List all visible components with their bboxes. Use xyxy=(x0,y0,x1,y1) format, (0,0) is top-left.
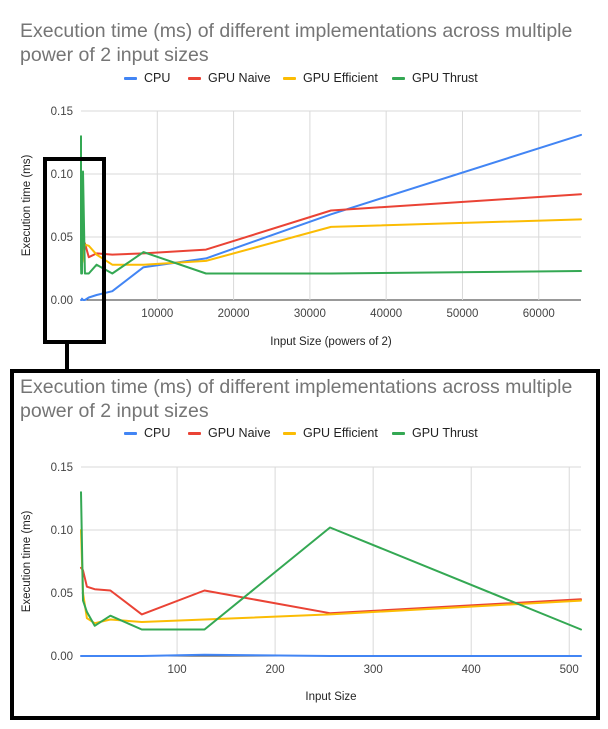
legend-item-cpu: CPU xyxy=(124,426,170,440)
legend-swatch xyxy=(188,76,201,80)
series-line-gpu-naive xyxy=(80,566,582,616)
legend-label: GPU Naive xyxy=(208,71,271,85)
legend-item-gpu-efficient: GPU Efficient xyxy=(283,71,378,85)
legend-swatch xyxy=(188,431,201,435)
y-tick-label: 0.00 xyxy=(51,295,73,307)
legend-swatch xyxy=(392,431,405,435)
line-chart-plot: 0.00 0.05 0.10 0.15 100 200 300 400 500 Input Siz… xyxy=(21,462,582,703)
x-axis-title: Input Size (powers of 2) xyxy=(270,336,392,348)
legend-label: CPU xyxy=(144,426,171,440)
legend-label: GPU Thrust xyxy=(412,426,478,440)
x-tick-label: 300 xyxy=(364,664,383,676)
zoom-inset-frame xyxy=(10,369,600,720)
x-tick-label: 10000 xyxy=(141,308,173,320)
y-tick-label: 0.05 xyxy=(51,588,73,600)
legend-label: CPU xyxy=(144,71,171,85)
legend-swatch xyxy=(392,76,405,80)
legend-item-gpu-efficient: GPU Efficient xyxy=(283,426,378,440)
legend-swatch xyxy=(124,431,137,435)
x-tick-label: 50000 xyxy=(446,308,478,320)
y-axis-title: Execution time (ms) xyxy=(21,155,33,257)
x-tick-label: 40000 xyxy=(370,308,402,320)
y-axis-title: Execution time (ms) xyxy=(21,511,33,613)
x-tick-label: 60000 xyxy=(523,308,555,320)
legend-item-gpu-thrust: GPU Thrust xyxy=(392,426,478,440)
x-tick-label: 30000 xyxy=(294,308,326,320)
x-axis-title: Input Size xyxy=(305,691,356,703)
chart-title: Execution time (ms) of different impleme… xyxy=(20,376,573,422)
series-line-gpu-thrust xyxy=(80,135,582,275)
y-tick-label: 0.05 xyxy=(51,232,73,244)
legend-label: GPU Thrust xyxy=(412,71,478,85)
y-tick-label: 0.00 xyxy=(51,651,73,663)
x-tick-label: 20000 xyxy=(218,308,250,320)
legend-label: GPU Naive xyxy=(208,426,271,440)
series-line-cpu xyxy=(80,133,582,301)
x-tick-label: 500 xyxy=(560,664,579,676)
y-tick-label: 0.15 xyxy=(51,106,73,118)
zoom-highlight-box xyxy=(43,157,106,344)
x-tick-label: 200 xyxy=(266,664,285,676)
legend-item-gpu-naive: GPU Naive xyxy=(188,71,271,85)
legend-item-gpu-thrust: GPU Thrust xyxy=(392,71,478,85)
legend-swatch xyxy=(283,76,296,80)
zoom-connector-line xyxy=(65,340,69,370)
legend-item-cpu: CPU xyxy=(124,71,170,85)
chart-full-range: Execution time (ms) of different impleme… xyxy=(0,0,608,350)
legend-label: GPU Efficient xyxy=(303,71,378,85)
chart-title: Execution time (ms) of different impleme… xyxy=(20,20,573,66)
series-line-gpu-thrust xyxy=(80,491,582,631)
y-tick-label: 0.10 xyxy=(51,525,73,537)
y-tick-label: 0.10 xyxy=(51,169,73,181)
y-tick-label: 0.15 xyxy=(51,462,73,474)
chart-zoomed-inset: Execution time (ms) of different impleme… xyxy=(0,367,608,717)
x-tick-label: 400 xyxy=(462,664,481,676)
line-chart-plot: 0.00 0.05 0.10 0.15 10000 20000 30000 40000 5000… xyxy=(21,106,582,348)
legend-item-gpu-naive: GPU Naive xyxy=(188,426,271,440)
legend-swatch xyxy=(124,76,137,80)
legend-swatch xyxy=(283,431,296,435)
legend-label: GPU Efficient xyxy=(303,426,378,440)
series-line-cpu xyxy=(80,653,582,657)
x-tick-label: 100 xyxy=(167,664,186,676)
